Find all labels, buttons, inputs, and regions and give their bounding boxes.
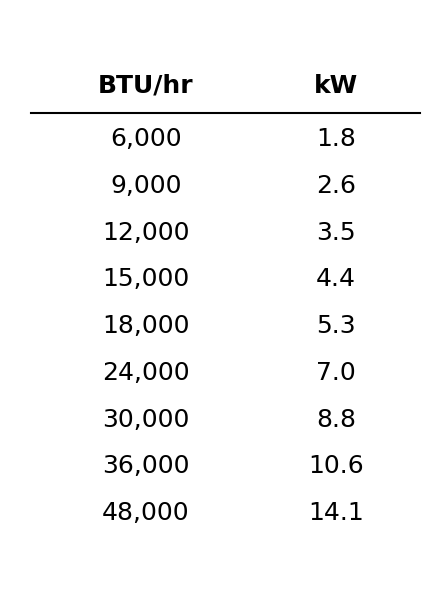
Text: 4.4: 4.4 [316,268,356,291]
Text: 6,000: 6,000 [110,127,182,151]
Text: 36,000: 36,000 [102,455,190,478]
Text: 8.8: 8.8 [316,408,356,432]
Text: BTU/hr: BTU/hr [98,74,194,98]
Text: 10.6: 10.6 [308,455,364,478]
Text: 48,000: 48,000 [102,501,190,525]
Text: 14.1: 14.1 [308,501,364,525]
Text: 24,000: 24,000 [102,361,190,385]
Text: 18,000: 18,000 [102,314,190,338]
Text: 3.5: 3.5 [316,221,356,244]
Text: 12,000: 12,000 [102,221,190,244]
Text: 30,000: 30,000 [102,408,190,432]
Text: 1.8: 1.8 [316,127,356,151]
Text: 2.6: 2.6 [316,174,356,198]
Text: kW: kW [314,74,358,98]
Text: 15,000: 15,000 [102,268,190,291]
Text: 5.3: 5.3 [316,314,356,338]
Text: 9,000: 9,000 [110,174,182,198]
Text: 7.0: 7.0 [316,361,356,385]
